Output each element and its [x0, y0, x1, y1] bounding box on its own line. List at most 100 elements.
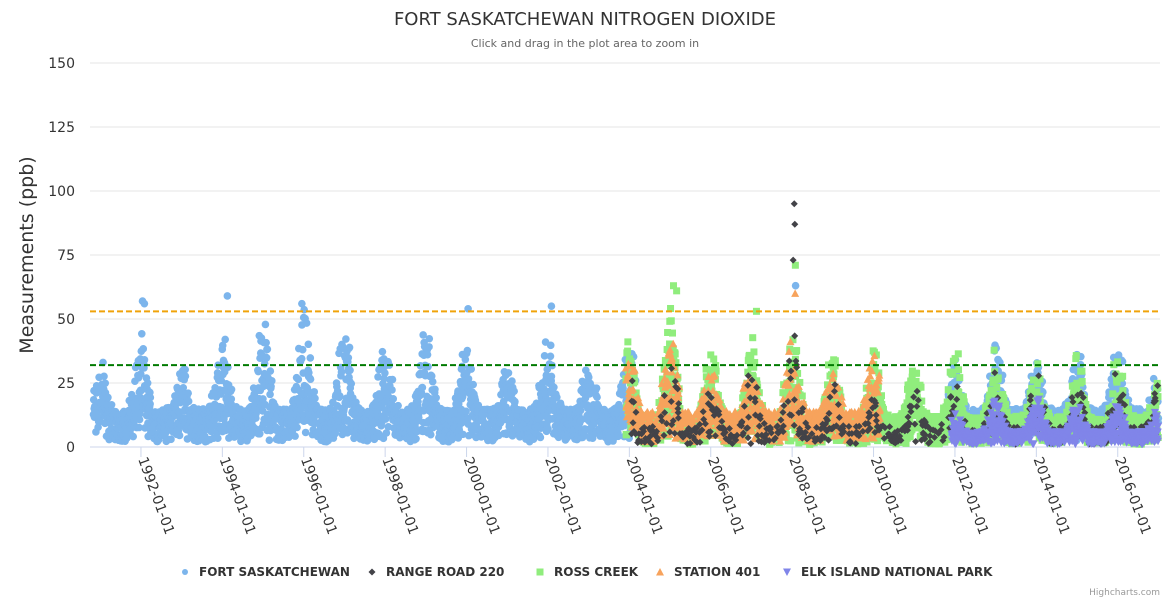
data-point[interactable]	[459, 430, 467, 439]
data-point[interactable]	[457, 419, 466, 427]
data-point[interactable]	[181, 372, 190, 380]
data-point[interactable]	[414, 413, 423, 422]
data-point[interactable]	[294, 375, 303, 384]
data-point[interactable]	[425, 334, 434, 343]
data-point[interactable]	[389, 395, 398, 403]
data-point[interactable]	[262, 353, 271, 362]
data-point[interactable]	[467, 365, 476, 373]
data-point[interactable]	[306, 375, 315, 384]
data-point[interactable]	[345, 343, 354, 352]
data-point[interactable]	[993, 383, 1001, 391]
data-point[interactable]	[831, 357, 839, 365]
data-point[interactable]	[259, 395, 267, 403]
data-point[interactable]	[184, 389, 192, 398]
data-point[interactable]	[463, 346, 472, 355]
data-point[interactable]	[104, 393, 112, 402]
data-point[interactable]	[137, 370, 145, 378]
data-point[interactable]	[511, 397, 519, 406]
data-point[interactable]	[614, 432, 622, 441]
data-point[interactable]	[584, 373, 593, 382]
data-point[interactable]	[181, 365, 190, 374]
data-point[interactable]	[183, 435, 192, 443]
data-point[interactable]	[458, 362, 466, 371]
data-point[interactable]	[750, 348, 758, 356]
data-point[interactable]	[227, 395, 236, 403]
data-point[interactable]	[424, 362, 432, 371]
data-point[interactable]	[378, 347, 387, 356]
data-point[interactable]	[146, 393, 155, 402]
data-point[interactable]	[418, 383, 427, 392]
data-point[interactable]	[990, 346, 998, 354]
data-point[interactable]	[206, 421, 215, 430]
data-point[interactable]	[298, 345, 307, 354]
data-point[interactable]	[412, 434, 420, 443]
plot-area[interactable]	[89, 200, 1163, 449]
data-point[interactable]	[547, 372, 556, 381]
data-point[interactable]	[135, 423, 143, 432]
data-point[interactable]	[787, 437, 795, 445]
data-point[interactable]	[139, 345, 148, 353]
data-point[interactable]	[143, 379, 152, 387]
data-point[interactable]	[344, 354, 353, 362]
data-point[interactable]	[536, 433, 545, 442]
data-point-outlier[interactable]	[791, 281, 800, 290]
data-point[interactable]	[266, 367, 275, 375]
data-point[interactable]	[994, 374, 1002, 382]
data-point[interactable]	[146, 400, 154, 408]
data-point[interactable]	[335, 392, 344, 400]
data-point[interactable]	[954, 350, 962, 358]
data-point[interactable]	[394, 401, 402, 410]
data-point[interactable]	[504, 369, 513, 377]
data-point[interactable]	[311, 394, 319, 403]
data-point[interactable]	[293, 423, 301, 432]
data-point[interactable]	[262, 338, 270, 347]
data-point[interactable]	[140, 356, 149, 364]
data-point[interactable]	[546, 341, 555, 350]
data-point[interactable]	[388, 386, 396, 394]
data-point[interactable]	[955, 366, 963, 374]
data-point[interactable]	[306, 354, 315, 362]
data-point[interactable]	[302, 319, 311, 327]
data-point[interactable]	[167, 435, 175, 444]
data-point[interactable]	[423, 350, 432, 359]
data-point[interactable]	[100, 372, 108, 381]
data-point[interactable]	[464, 375, 473, 383]
data-point[interactable]	[710, 355, 718, 363]
data-point[interactable]	[432, 394, 440, 402]
data-point-outlier[interactable]	[140, 299, 149, 308]
data-point[interactable]	[529, 435, 538, 444]
data-point[interactable]	[101, 379, 110, 388]
data-point[interactable]	[129, 432, 137, 441]
data-point[interactable]	[624, 338, 632, 346]
data-point[interactable]	[593, 393, 601, 402]
data-point[interactable]	[179, 383, 188, 392]
data-point[interactable]	[265, 436, 274, 445]
data-point[interactable]	[347, 379, 356, 388]
data-point[interactable]	[297, 354, 306, 363]
data-point[interactable]	[263, 345, 272, 354]
data-point[interactable]	[388, 375, 397, 384]
data-point[interactable]	[346, 366, 354, 375]
data-point[interactable]	[425, 343, 433, 351]
data-point-outlier[interactable]	[547, 302, 556, 311]
data-point[interactable]	[550, 383, 558, 392]
data-point[interactable]	[221, 335, 229, 344]
data-point[interactable]	[793, 347, 801, 355]
data-point-outlier[interactable]	[298, 299, 306, 308]
data-point[interactable]	[461, 355, 470, 364]
data-point[interactable]	[89, 395, 98, 404]
data-point[interactable]	[419, 331, 427, 339]
data-point[interactable]	[227, 385, 236, 394]
data-point[interactable]	[382, 429, 391, 437]
data-point[interactable]	[428, 377, 437, 386]
data-point[interactable]	[381, 369, 389, 377]
data-point[interactable]	[592, 384, 601, 392]
data-point[interactable]	[107, 400, 116, 409]
data-point[interactable]	[540, 352, 549, 360]
data-point[interactable]	[135, 415, 144, 424]
data-point[interactable]	[137, 329, 146, 338]
data-point[interactable]	[207, 427, 216, 436]
data-point[interactable]	[508, 377, 516, 385]
data-point[interactable]	[381, 415, 390, 423]
